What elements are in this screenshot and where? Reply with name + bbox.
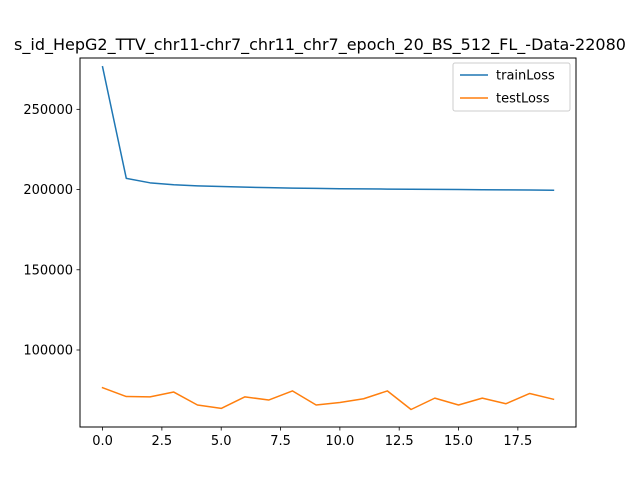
y-tick-label: 250000 [23,103,73,118]
y-axis: 100000 150000 200000 250000 [23,103,80,358]
x-tick-label: 7.5 [270,434,291,449]
x-tick-label: 17.5 [503,434,532,449]
x-tick-label: 5.0 [211,434,232,449]
series-line-testLoss [101,386,555,411]
legend: trainLoss testLoss [452,62,571,112]
plot-series [101,65,555,411]
series-line-trainLoss [101,65,555,191]
x-tick-label: 15.0 [444,434,473,449]
legend-label-testLoss: testLoss [496,92,550,107]
legend-label-trainLoss: trainLoss [496,69,555,84]
y-tick-label: 150000 [23,263,73,278]
x-tick-label: 2.5 [152,434,173,449]
y-tick-label: 100000 [23,343,73,358]
chart-title: s_id_HepG2_TTV_chr11-chr7_chr11_chr7_epo… [14,35,626,55]
plot-frame [79,57,577,428]
y-tick-label: 200000 [23,183,73,198]
x-tick-label: 12.5 [385,434,414,449]
x-tick-label: 10.0 [325,434,354,449]
x-axis: 0.0 2.5 5.0 7.5 10.0 12.5 15.0 17.5 [92,427,532,449]
x-tick-label: 0.0 [92,434,113,449]
